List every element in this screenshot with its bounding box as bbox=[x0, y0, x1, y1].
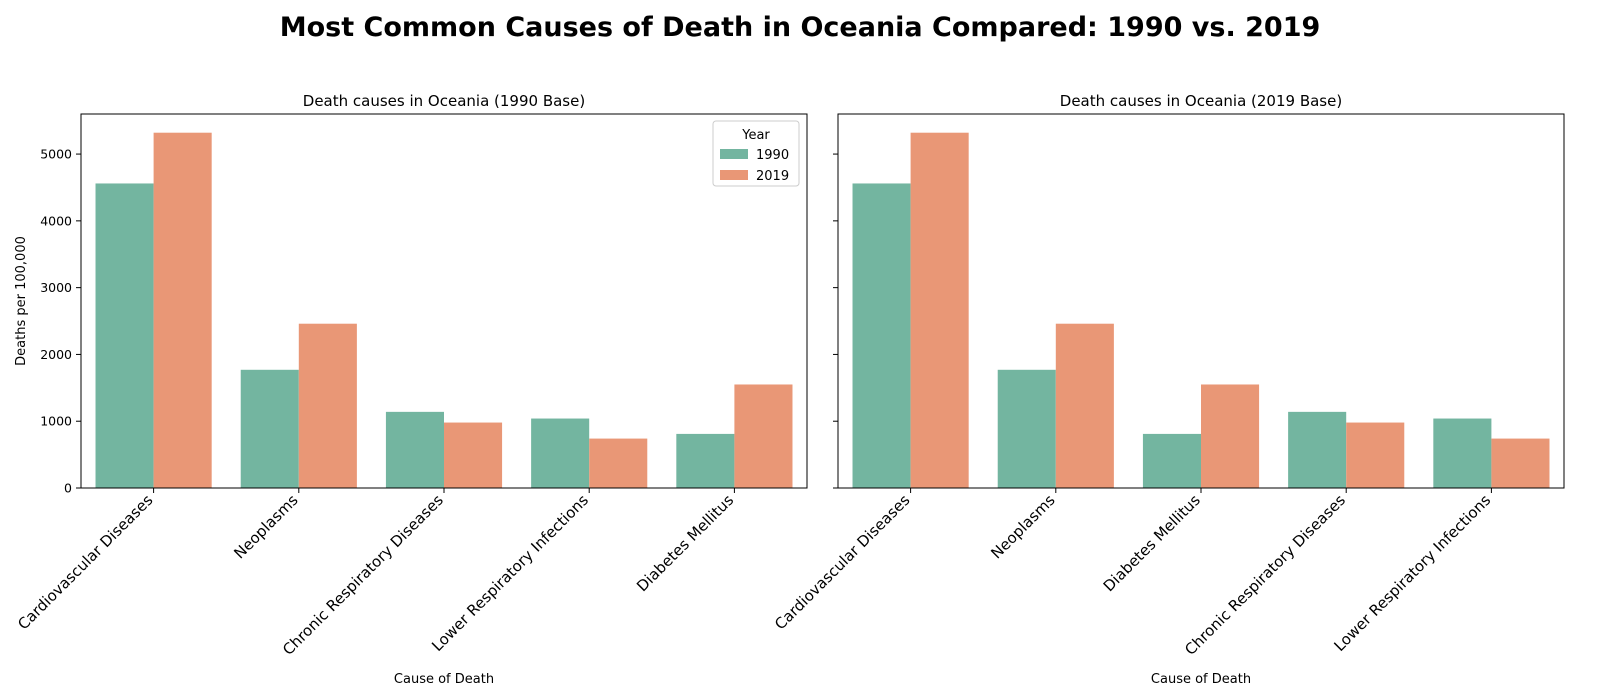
bar-1990-3 bbox=[1288, 411, 1347, 488]
bar-2019-1 bbox=[298, 323, 357, 488]
x-axis-label: Cause of Death bbox=[394, 672, 494, 687]
bar-1990-1 bbox=[997, 369, 1056, 488]
y-tick-label: 5000 bbox=[40, 147, 72, 162]
legend-box bbox=[712, 120, 800, 187]
subplot-title: Death causes in Oceania (1990 Base) bbox=[303, 92, 585, 110]
bar-1990-4 bbox=[676, 433, 735, 488]
bar-2019-1 bbox=[1055, 323, 1114, 488]
legend-label-1990: 1990 bbox=[756, 148, 789, 163]
subplot-title: Death causes in Oceania (2019 Base) bbox=[1060, 92, 1342, 110]
figure-title: Most Common Causes of Death in Oceania C… bbox=[280, 12, 1321, 43]
bar-2019-4 bbox=[1491, 438, 1550, 488]
bar-1990-0 bbox=[852, 183, 911, 488]
y-tick-label: 2000 bbox=[40, 347, 72, 362]
legend: Year 1990 2019 bbox=[712, 120, 800, 187]
bar-1990-1 bbox=[240, 369, 299, 488]
bar-2019-2 bbox=[1201, 384, 1260, 488]
y-tick-label: 1000 bbox=[40, 414, 72, 429]
y-tick-label: 0 bbox=[64, 481, 72, 496]
y-tick-label: 3000 bbox=[40, 280, 72, 295]
legend-label-2019: 2019 bbox=[756, 169, 789, 184]
x-axis-label: Cause of Death bbox=[1151, 672, 1251, 687]
bar-2019-0 bbox=[153, 132, 212, 488]
legend-swatch-2019 bbox=[720, 170, 748, 180]
bar-2019-0 bbox=[910, 132, 969, 488]
bar-1990-0 bbox=[95, 183, 154, 488]
y-axis-label: Deaths per 100,000 bbox=[14, 236, 29, 366]
bar-1990-2 bbox=[1142, 433, 1201, 488]
legend-title: Year bbox=[741, 128, 770, 143]
legend-swatch-1990 bbox=[720, 149, 748, 159]
bar-1990-2 bbox=[385, 411, 444, 488]
bar-1990-3 bbox=[531, 418, 590, 488]
bar-2019-3 bbox=[1346, 422, 1405, 488]
bar-2019-4 bbox=[734, 384, 793, 488]
y-tick-label: 4000 bbox=[40, 213, 72, 228]
bar-1990-4 bbox=[1433, 418, 1492, 488]
bar-2019-2 bbox=[444, 422, 503, 488]
bar-2019-3 bbox=[589, 438, 648, 488]
